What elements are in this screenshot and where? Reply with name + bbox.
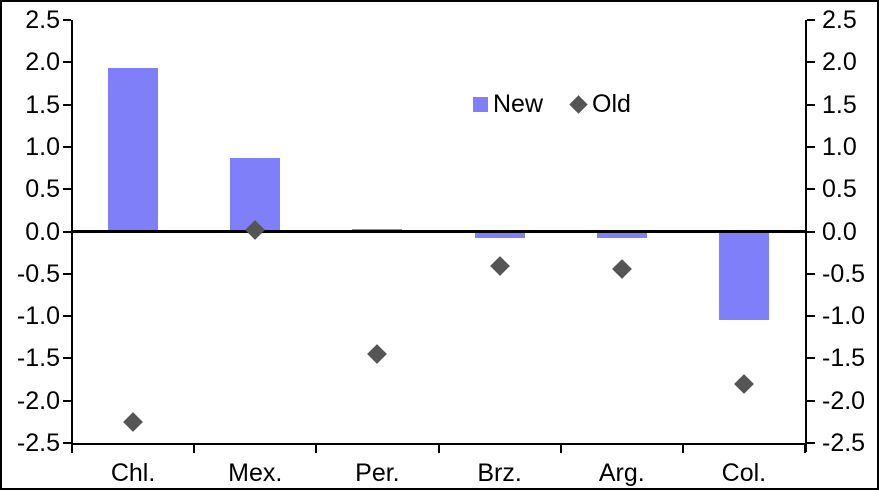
x-category-label-Mex: Mex. bbox=[228, 459, 283, 487]
y-tick-left bbox=[63, 230, 71, 233]
y-tick-label-left: 0.5 bbox=[25, 175, 60, 204]
y-tick-right bbox=[807, 230, 815, 233]
x-tick bbox=[681, 445, 684, 453]
y-tick-left bbox=[63, 188, 71, 191]
y-tick-left bbox=[63, 61, 71, 64]
y-tick-label-left: -0.5 bbox=[16, 259, 60, 288]
y-tick-label-left: -2.5 bbox=[16, 429, 60, 457]
y-tick-label-right: 1.0 bbox=[822, 132, 857, 161]
y-tick-label-right: 2.0 bbox=[822, 48, 857, 77]
y-axis-left bbox=[71, 20, 73, 447]
x-tick bbox=[559, 445, 562, 453]
y-tick-label-left: 1.0 bbox=[25, 132, 60, 161]
y-tick-left bbox=[63, 399, 71, 402]
y-tick-left bbox=[63, 442, 71, 444]
y-tick-label-right: 1.5 bbox=[822, 90, 857, 119]
y-axis-right bbox=[805, 20, 807, 452]
y-tick-left bbox=[63, 357, 71, 360]
x-category-label-Col: Col. bbox=[721, 459, 767, 487]
marker-Col bbox=[734, 373, 754, 394]
zero-line bbox=[73, 230, 805, 233]
y-tick-label-right: -2.5 bbox=[822, 429, 866, 457]
bar-Col bbox=[718, 231, 769, 321]
x-category-label-Brz: Brz. bbox=[477, 459, 522, 487]
y-tick-label-right: 0.5 bbox=[822, 175, 857, 204]
x-tick bbox=[804, 445, 806, 453]
x-tick bbox=[193, 445, 196, 453]
y-tick-label-left: 2.0 bbox=[25, 48, 60, 77]
y-tick-label-left: -1.0 bbox=[16, 302, 60, 331]
y-tick-right bbox=[807, 272, 815, 275]
marker-Per bbox=[367, 344, 388, 365]
y-tick-label-left: -1.5 bbox=[16, 344, 60, 373]
y-tick-label-right: 2.5 bbox=[822, 6, 857, 34]
legend: New Old bbox=[473, 90, 631, 118]
y-tick-right bbox=[807, 145, 815, 148]
y-tick-label-right: -0.5 bbox=[822, 259, 866, 288]
y-tick-label-right: 0.0 bbox=[822, 217, 857, 246]
marker-Brz bbox=[489, 256, 510, 277]
x-category-label-Per: Per. bbox=[355, 459, 400, 487]
legend-new-square-icon bbox=[473, 96, 488, 112]
y-tick-right bbox=[807, 188, 815, 191]
y-tick-left bbox=[63, 103, 71, 106]
y-tick-label-right: -2.0 bbox=[822, 386, 866, 415]
y-tick-right bbox=[807, 315, 815, 318]
y-tick-right bbox=[807, 19, 815, 21]
y-tick-left bbox=[63, 19, 71, 21]
y-tick-right bbox=[807, 442, 815, 444]
x-tick bbox=[437, 445, 440, 453]
bar-Brz bbox=[474, 231, 525, 239]
y-tick-label-right: -1.5 bbox=[822, 344, 866, 373]
y-tick-right bbox=[807, 61, 815, 64]
y-tick-label-left: -2.0 bbox=[16, 386, 60, 415]
bar-Arg bbox=[596, 231, 647, 239]
marker-Chl bbox=[123, 411, 143, 432]
y-tick-left bbox=[63, 315, 71, 318]
y-tick-right bbox=[807, 103, 815, 106]
bar-Mex bbox=[230, 157, 281, 232]
y-tick-left bbox=[63, 272, 71, 275]
y-tick-label-left: 2.5 bbox=[25, 6, 60, 34]
y-tick-right bbox=[807, 357, 815, 360]
x-category-label-Chl: Chl. bbox=[110, 459, 156, 487]
x-axis bbox=[71, 443, 807, 445]
bar-Chl bbox=[108, 68, 159, 232]
legend-new-label: New bbox=[493, 90, 544, 118]
x-tick bbox=[71, 445, 73, 453]
y-tick-label-left: 1.5 bbox=[25, 90, 60, 119]
legend-old-diamond-icon bbox=[569, 94, 588, 114]
y-tick-left bbox=[63, 145, 71, 148]
x-category-label-Arg: Arg. bbox=[598, 459, 645, 487]
legend-old-label: Old bbox=[592, 90, 631, 118]
y-tick-label-left: 0.0 bbox=[25, 217, 60, 246]
marker-Arg bbox=[611, 258, 632, 279]
y-tick-right bbox=[807, 399, 815, 402]
y-tick-label-right: -1.0 bbox=[822, 302, 866, 331]
x-tick bbox=[315, 445, 318, 453]
